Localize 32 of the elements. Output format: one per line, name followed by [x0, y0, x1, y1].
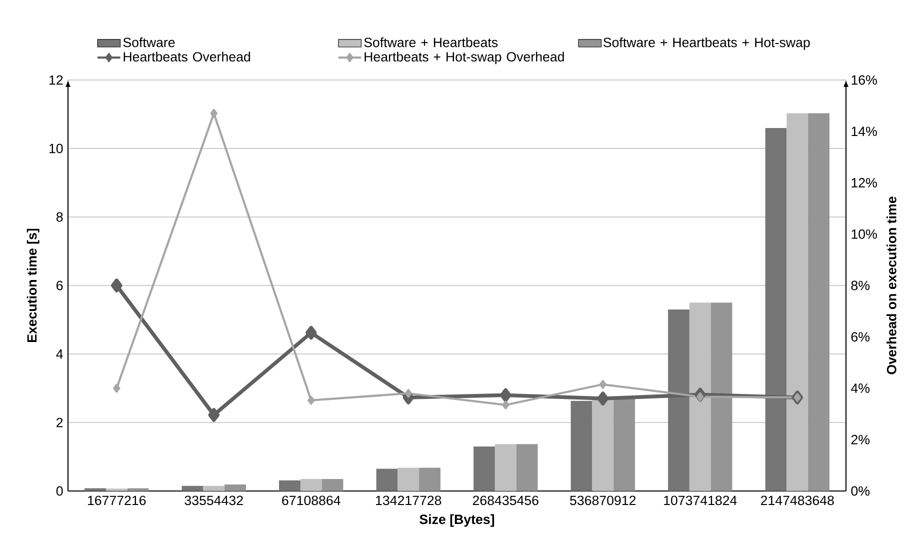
x-tick-label: 33554432 [184, 496, 243, 506]
x-tick-label: 16777216 [88, 496, 146, 506]
y2-tick-label: 0% [851, 486, 870, 496]
legend-label: Software + Heartbeats + Hot-swap [603, 37, 810, 50]
legend-label: Software + Heartbeats [364, 37, 498, 48]
y2-tick-label: 4% [851, 384, 870, 393]
y2-tick-label: 8% [851, 280, 870, 290]
y2-tick-label: 2% [851, 434, 870, 444]
x-tick-label: 1073741824 [664, 496, 737, 506]
x-tick-label: 2147483648 [760, 496, 834, 506]
x-tick-label: 268435456 [472, 496, 538, 506]
y-tick-label: 4 [56, 349, 63, 359]
y2-tick-label: 10% [852, 229, 877, 239]
y2-tick-label: 12% [852, 178, 877, 188]
y-tick-label: 6 [56, 280, 63, 290]
x-tick-label: 134217728 [376, 496, 442, 506]
legend-label: Software [123, 37, 175, 48]
y2-tick-label: 6% [851, 332, 870, 342]
x-tick-label: 67108864 [282, 496, 340, 506]
x-tick-label: 536870912 [570, 496, 636, 506]
legend-label: Heartbeats Overhead [124, 52, 250, 62]
y2-tick-label: 14% [852, 126, 877, 136]
y-tick-label: 10 [49, 144, 63, 154]
y-tick-label: 2 [56, 418, 63, 428]
x-axis-title: Size [Bytes] [420, 514, 494, 527]
y2-axis-title: Overhead on execution time [886, 196, 896, 374]
y2-tick-label: 16% [852, 75, 877, 85]
legend-label: Heartbeats + Hot-swap Overhead [364, 52, 564, 64]
y-axis-title: Execution time [s] [26, 228, 40, 342]
y-tick-label: 0 [56, 486, 63, 496]
y-tick-label: 8 [56, 212, 63, 222]
y-tick-label: 12 [49, 75, 63, 85]
